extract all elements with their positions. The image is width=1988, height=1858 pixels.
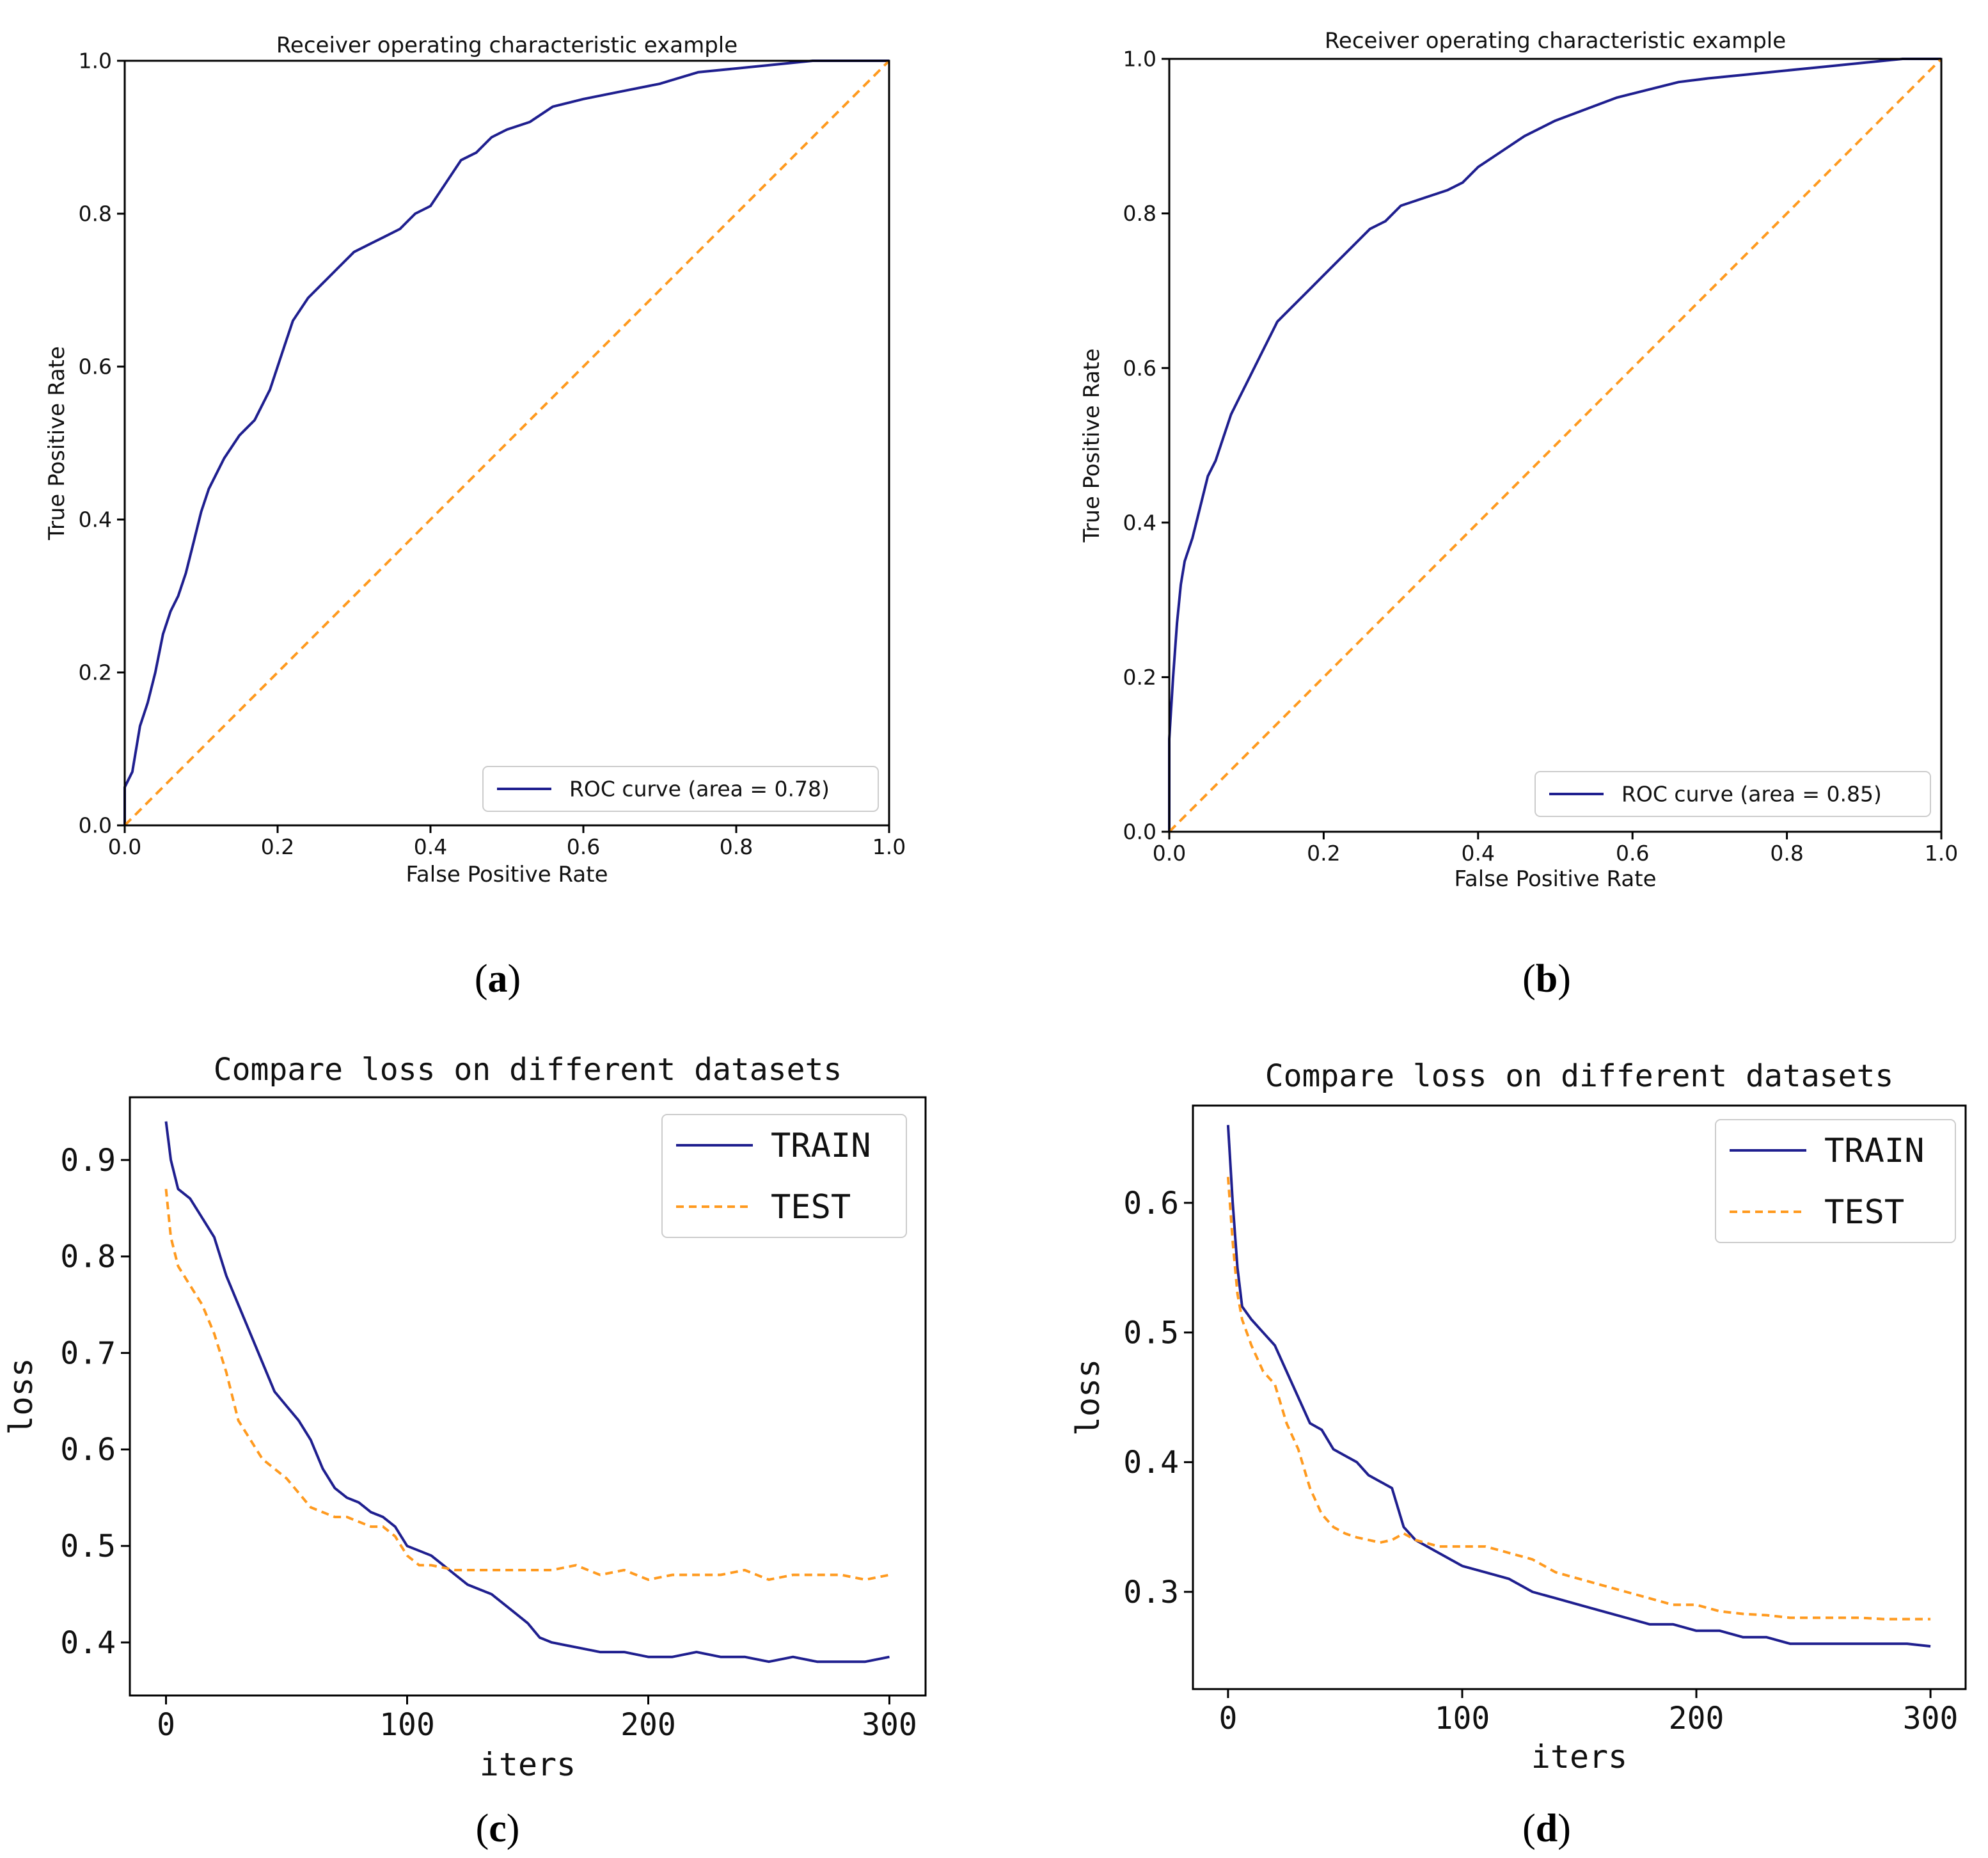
series-line-0 [1168,58,1941,832]
y-tick-label: 0.4 [79,507,112,532]
x-axis-label: iters [480,1746,576,1783]
x-tick-label: 0 [1219,1701,1237,1736]
y-tick-label: 0.8 [1123,201,1156,226]
legend-label: ROC curve (area = 0.85) [1621,782,1882,807]
legend-label: ROC curve (area = 0.78) [569,777,830,802]
x-tick-label: 0.0 [1153,841,1186,866]
series-line-0 [123,60,889,825]
plot-frame [1168,58,1943,833]
plot-frame [123,60,890,827]
x-axis-label: iters [1531,1738,1628,1775]
x-tick-label: 0 [157,1707,175,1743]
legend-label: TRAIN [1824,1132,1925,1170]
y-tick-label: 0.3 [1123,1575,1179,1610]
loss-chart-c: Compare loss on different datasets 0 100 20… [3,1052,927,1783]
y-tick-label: 0.9 [60,1143,116,1179]
x-tick-label: 0.2 [1307,841,1340,866]
panel-label-c: (c) [476,1807,520,1850]
x-tick-label: 0.8 [1770,841,1803,866]
x-tick-label: 0.2 [261,834,294,859]
legend-box [1534,771,1931,817]
y-axis-label: True Positive Rate [44,346,70,541]
x-tick-label: 100 [379,1707,435,1743]
x-tick-label: 300 [862,1707,917,1743]
x-tick-label: 0.8 [720,834,753,859]
series-line-0 [164,1121,890,1663]
x-axis-label: False Positive Rate [1455,866,1657,892]
panel-label-b: (b) [1522,957,1571,1001]
y-tick-label: 0.8 [79,202,112,226]
x-axis-label: False Positive Rate [406,862,608,887]
x-tick-label: 200 [620,1707,676,1743]
y-tick-label: 0.6 [1123,356,1156,381]
chart-title: Receiver operating characteristic exampl… [1325,28,1786,54]
x-tick-label: 0.0 [108,834,141,859]
y-tick-label: 0.7 [60,1335,116,1371]
panel-label-d: (d) [1522,1807,1571,1850]
panel-label-a: (a) [475,957,521,1001]
y-tick-label: 1.0 [79,49,112,74]
y-tick-label: 0.5 [1123,1315,1179,1351]
x-tick-label: 1.0 [1925,841,1958,866]
y-tick-label: 0.6 [79,354,112,379]
series-dashed-line-1 [1226,1177,1931,1621]
x-tick-label: 0.4 [1462,841,1495,866]
x-tick-label: 200 [1669,1701,1724,1736]
y-axis-label: loss [1069,1359,1107,1436]
chart-title: Compare loss on different datasets [214,1052,842,1088]
y-tick-label: 0.6 [1123,1186,1179,1221]
series-line-0 [1226,1125,1931,1648]
y-tick-label: 0.4 [60,1625,116,1661]
series-dashed-line-1 [1168,58,1943,833]
plot-frame [1192,1104,1967,1690]
roc-chart-a: Receiver operating characteristic exampl… [44,33,906,887]
loss-chart-d: Compare loss on different datasets 0 100 20… [1069,1058,1967,1775]
y-tick-label: 1.0 [1123,47,1156,72]
y-tick-label: 0.0 [79,813,112,838]
legend-label: TEST [1824,1193,1904,1232]
chart-title: Receiver operating characteristic exampl… [276,33,738,58]
y-tick-label: 0.2 [1123,665,1156,690]
y-axis-label: loss [3,1358,40,1434]
y-tick-label: 0.4 [1123,510,1156,535]
series-dashed-line-1 [164,1189,890,1581]
y-tick-label: 0.6 [60,1432,116,1468]
x-tick-label: 100 [1435,1701,1490,1736]
x-tick-label: 0.4 [414,834,447,859]
legend-box [482,766,879,812]
y-tick-label: 0.8 [60,1239,116,1275]
plot-frame [129,1096,927,1697]
y-tick-label: 0.5 [60,1528,116,1564]
series-dashed-line-1 [123,60,890,827]
chart-title: Compare loss on different datasets [1265,1058,1894,1094]
y-tick-label: 0.4 [1123,1445,1179,1481]
x-tick-label: 0.6 [567,834,600,859]
y-axis-label: True Positive Rate [1079,349,1105,543]
x-tick-label: 1.0 [872,834,906,859]
roc-chart-b: Receiver operating characteristic exampl… [1079,28,1958,892]
y-tick-label: 0.0 [1123,820,1156,845]
legend-label: TRAIN [771,1127,871,1165]
x-tick-label: 0.6 [1616,841,1649,866]
y-tick-label: 0.2 [79,660,112,685]
x-tick-label: 300 [1903,1701,1959,1736]
legend-label: TEST [771,1188,851,1227]
